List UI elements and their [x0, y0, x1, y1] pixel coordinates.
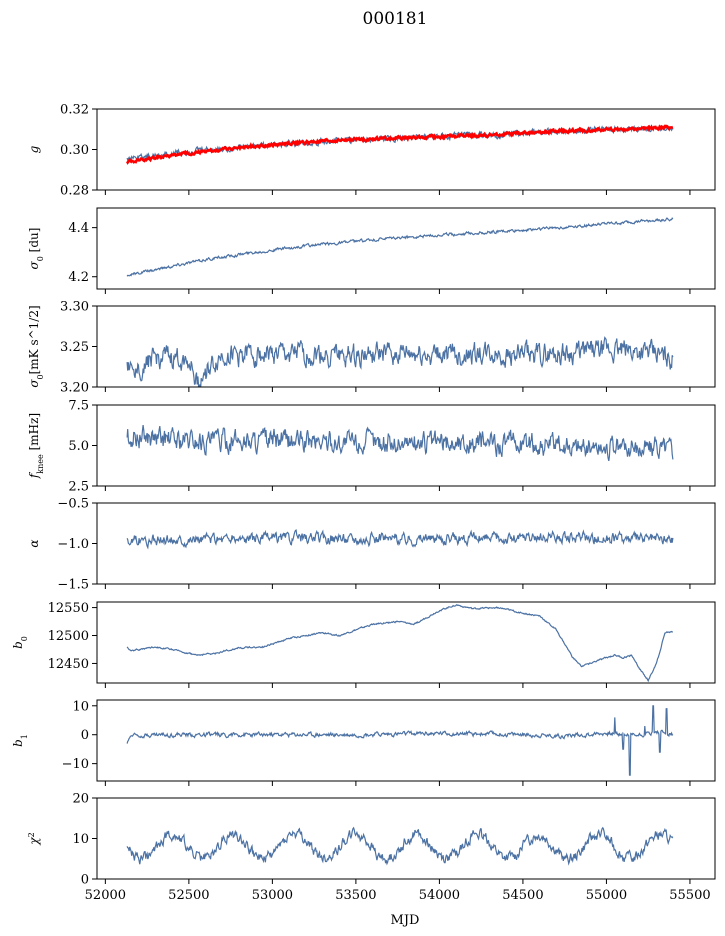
y-tick-label: −1.0 [57, 537, 89, 552]
y-tick-label: −10 [62, 757, 89, 772]
y-axis-label: σ0 [du] [27, 228, 45, 270]
axes-frame [96, 601, 716, 684]
x-tick-label: 55000 [586, 888, 627, 903]
y-tick-label: 10 [72, 832, 89, 847]
x-tick-label: 53000 [252, 888, 293, 903]
x-tick-label: 54500 [502, 888, 543, 903]
series-line-8-1 [126, 826, 674, 866]
series-line-3-1 [126, 336, 674, 387]
y-axis-label: fknee [mHz] [27, 413, 45, 479]
axes-frame [96, 207, 716, 290]
y-tick-label: 4.2 [68, 270, 89, 285]
series-line-7-1 [126, 705, 674, 776]
y-tick-label: 12550 [48, 601, 89, 616]
panel-5: −1.5 −1.0 −0.5 α [27, 497, 716, 593]
y-tick-label: 20 [72, 792, 89, 807]
panel-8: 0 10 20 52000 52500 53000 53500 54000 54500 55000… [27, 792, 716, 903]
x-tick-label: 54000 [419, 888, 460, 903]
y-tick-label: 3.30 [60, 300, 89, 315]
y-tick-label: 7.5 [68, 399, 89, 414]
series-line-6-1 [126, 604, 674, 683]
y-axis-label: σ0[mK s^1/2] [27, 305, 45, 387]
y-axis-label: g [27, 145, 41, 153]
y-tick-label: 3.25 [60, 340, 89, 355]
y-tick-label: 0 [81, 728, 89, 743]
y-tick-label: 0.28 [60, 184, 89, 199]
y-tick-label: 5.0 [68, 439, 89, 454]
y-tick-label: 12450 [48, 657, 89, 672]
y-tick-label: 12500 [48, 629, 89, 644]
y-tick-label: 0 [81, 873, 89, 888]
panel-1: 0.28 0.30 0.32 g [27, 103, 716, 199]
panel-6: 12450 12500 12550 b0 [11, 601, 716, 688]
y-axis-label: α [27, 539, 41, 547]
axes-frame [96, 108, 716, 191]
panel-7: −10 0 10 b1 [11, 699, 716, 786]
x-tick-label: 53500 [335, 888, 376, 903]
y-tick-label: 4.4 [68, 221, 89, 236]
figure-title: 000181 [363, 9, 428, 29]
y-tick-label: −1.5 [57, 578, 89, 593]
axes-frame [96, 797, 716, 880]
y-tick-label: 3.20 [60, 381, 89, 396]
x-tick-label: 52500 [168, 888, 209, 903]
series-line-5-1 [126, 529, 674, 550]
y-axis-label: χ2 [27, 832, 42, 845]
y-axis-label: b0 [11, 636, 29, 649]
series-line-4-1 [126, 425, 674, 462]
y-tick-label: 10 [72, 699, 89, 714]
y-axis-label: b1 [11, 734, 29, 747]
y-tick-label: −0.5 [57, 497, 89, 512]
axes-frame [96, 699, 716, 782]
y-tick-label: 2.5 [68, 480, 89, 495]
y-tick-label: 0.30 [60, 143, 89, 158]
y-tick-label: 0.32 [60, 103, 89, 118]
series-line-1-2 [125, 124, 674, 165]
panel-4: 2.5 5.0 7.5 fknee [mHz] [27, 399, 716, 495]
panel-3: 3.20 3.25 3.30 σ0[mK s^1/2] [27, 300, 716, 396]
x-tick-label: 55500 [669, 888, 710, 903]
panel-2: 4.2 4.4 σ0 [du] [27, 207, 716, 294]
series-line-2-1 [126, 217, 674, 277]
x-axis-label: MJD [391, 913, 420, 928]
x-tick-label: 52000 [85, 888, 126, 903]
